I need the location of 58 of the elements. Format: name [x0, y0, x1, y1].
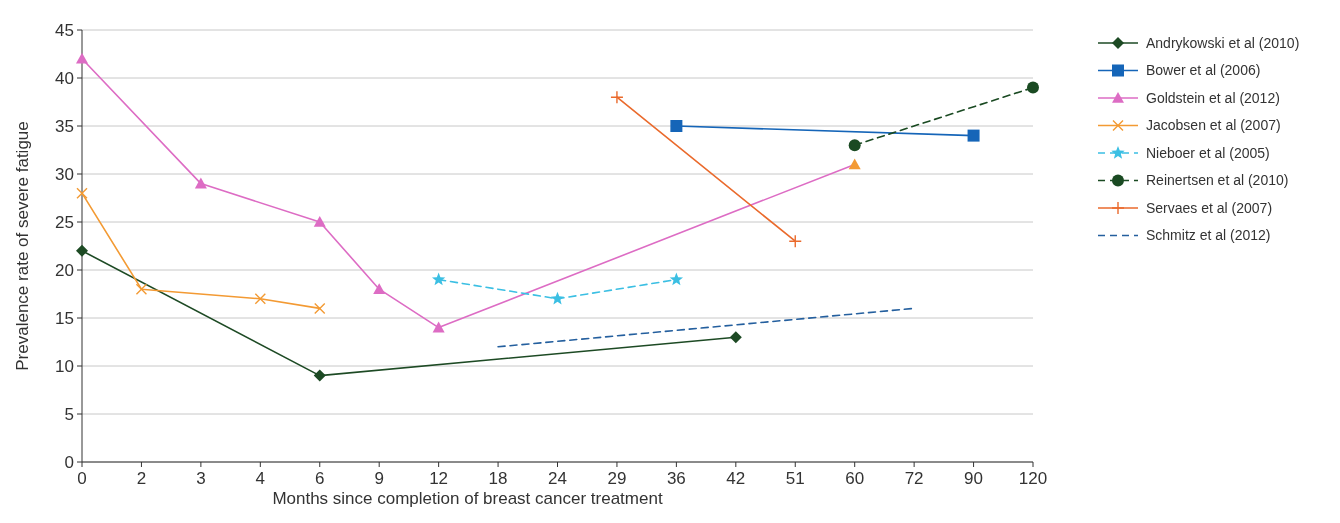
x-axis-title: Months since completion of breast cancer treatment [272, 489, 663, 508]
x-tick-label: 42 [726, 469, 746, 488]
y-tick-label: 15 [55, 308, 74, 328]
x-tick-label: 60 [845, 469, 865, 488]
x-tick-label: 4 [255, 469, 266, 488]
point [1027, 81, 1039, 94]
x-tick-label: 3 [196, 469, 206, 488]
point [610, 90, 624, 104]
point [432, 321, 445, 333]
legend-label: Schmitz et al (2012) [1146, 227, 1271, 244]
y-tick-label: 25 [55, 212, 74, 232]
point [669, 272, 684, 286]
y-tick-label: 5 [64, 404, 74, 424]
point [373, 283, 386, 294]
point [550, 291, 565, 305]
legend-label: Jacobsen et al (2007) [1146, 117, 1281, 134]
point [431, 272, 446, 286]
point [848, 139, 861, 152]
x-tick-label: 51 [785, 469, 805, 488]
legend-label: Andrykowski et al (2010) [1146, 34, 1300, 51]
legend-label: Bower et al (2006) [1146, 62, 1261, 79]
point [135, 283, 148, 295]
y-tick-label: 20 [55, 260, 74, 280]
x-tick-label: 0 [77, 469, 87, 488]
x-tick-label: 9 [374, 469, 384, 488]
point [76, 187, 88, 199]
point [313, 216, 326, 227]
point [76, 244, 88, 257]
legend-label: Nieboer et al (2005) [1146, 144, 1270, 161]
y-tick-label: 35 [55, 116, 74, 136]
point [76, 52, 88, 64]
x-tick-label: 2 [136, 469, 147, 488]
y-axis-title: Prevalence rate of severe fatigue [13, 121, 32, 371]
point [788, 234, 802, 248]
x-tick-label: 29 [607, 469, 627, 488]
y-tick-label: 30 [55, 164, 74, 184]
point [670, 120, 683, 132]
y-tick-label: 45 [55, 20, 74, 40]
legend-label: Goldstein et al (2012) [1146, 89, 1280, 106]
point [313, 369, 326, 382]
point [254, 293, 267, 305]
point [314, 302, 326, 315]
y-tick-label: 10 [55, 356, 74, 376]
x-tick-label: 90 [964, 469, 984, 488]
legend-label: Servaes et al (2007) [1146, 199, 1273, 216]
x-tick-label: 36 [666, 469, 686, 488]
x-tick-label: 72 [904, 469, 924, 488]
y-tick-label: 0 [64, 452, 74, 472]
point [967, 129, 980, 142]
y-tick-label: 40 [55, 68, 74, 88]
x-tick-label: 6 [315, 469, 325, 488]
x-tick-label: 12 [429, 469, 449, 488]
x-tick-label: 120 [1018, 469, 1048, 488]
x-tick-label: 18 [488, 469, 508, 488]
x-tick-label: 24 [548, 469, 567, 488]
point [729, 331, 742, 344]
point [194, 177, 207, 189]
legend-label: Reinertsen et al (2010) [1146, 172, 1289, 189]
